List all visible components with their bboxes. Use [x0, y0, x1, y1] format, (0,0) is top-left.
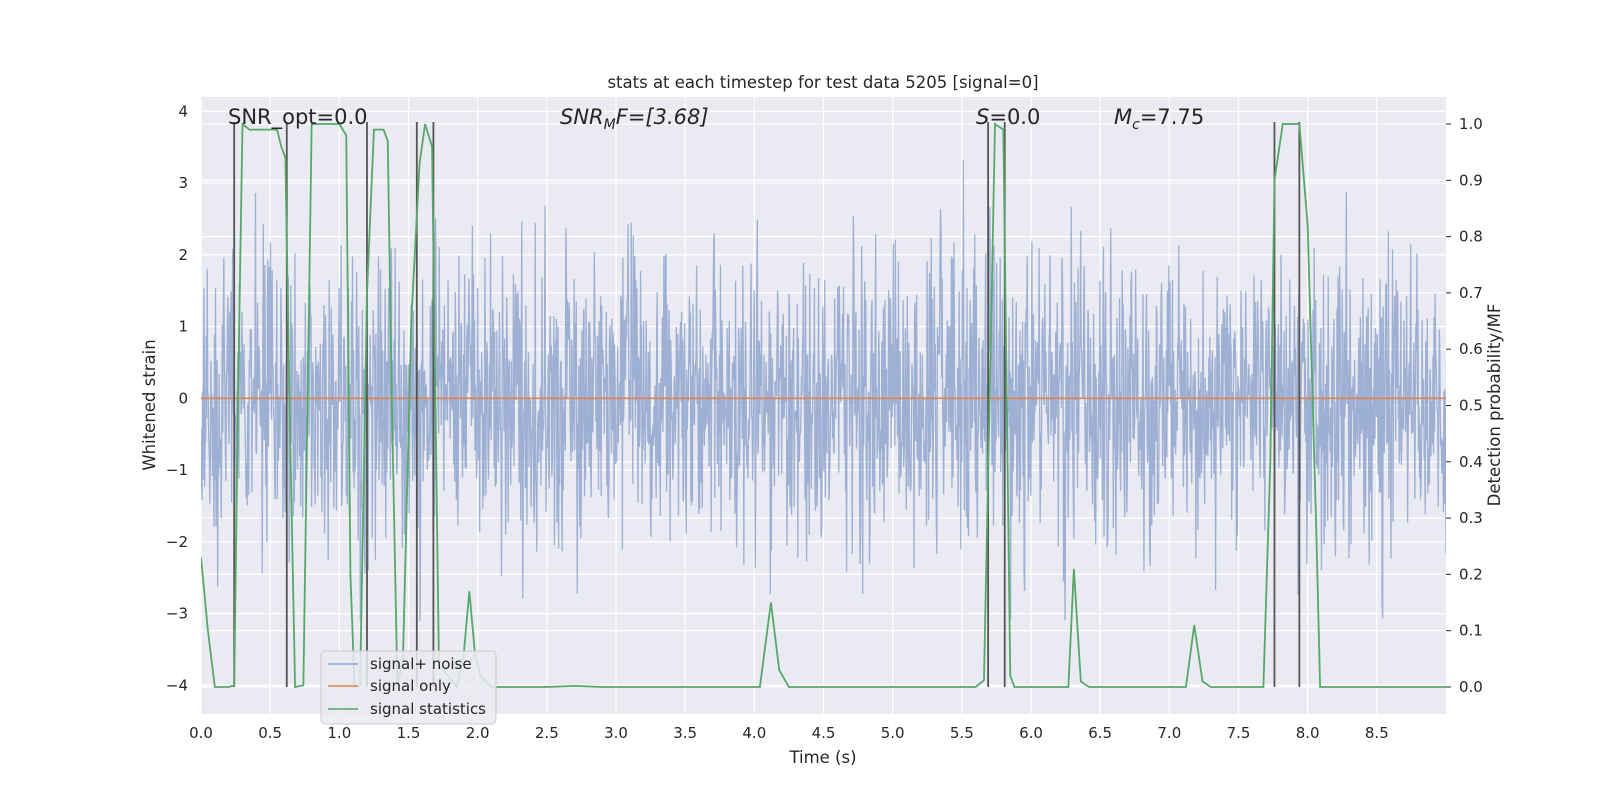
y-tick-label-left: 2 [178, 246, 188, 264]
x-tick-label: 6.5 [1088, 724, 1112, 742]
y-tick-label-right: 0.9 [1459, 171, 1483, 189]
x-tick-label: 7.0 [1157, 724, 1181, 742]
y-tick-label-left: −1 [166, 461, 188, 479]
series-signal-noise [201, 160, 1446, 621]
y-tick-label-right: 0.4 [1459, 453, 1483, 471]
annotation-s: S=0.0 [976, 105, 1040, 129]
y-tick-label-right: 1.0 [1459, 115, 1483, 133]
legend-label-signal-statistics: signal statistics [370, 700, 486, 718]
annotation-snr-opt: SNR_opt=0.0 [228, 105, 368, 130]
y-tick-label-right: 0.7 [1459, 284, 1483, 302]
legend-label-signal-noise: signal+ noise [370, 655, 472, 673]
x-tick-label: 4.5 [812, 724, 836, 742]
x-axis-label: Time (s) [788, 748, 856, 767]
y-tick-label-right: 0.6 [1459, 340, 1483, 358]
x-tick-label: 0.0 [189, 724, 213, 742]
y-tick-label-right: 0.0 [1459, 678, 1483, 696]
y-tick-label-right: 0.8 [1459, 228, 1483, 246]
x-tick-label: 1.0 [327, 724, 351, 742]
legend: signal+ noise signal only signal statist… [320, 650, 497, 725]
y-tick-label-right: 0.1 [1459, 622, 1483, 640]
x-tick-label: 6.0 [1019, 724, 1043, 742]
x-tick-label: 7.5 [1227, 724, 1251, 742]
event-markers [233, 122, 1301, 687]
chart-title: stats at each timestep for test data 520… [607, 73, 1038, 92]
y-tick-label-left: −4 [166, 676, 188, 694]
y-tick-label-right: 0.2 [1459, 565, 1483, 583]
x-tick-label: 5.5 [950, 724, 974, 742]
y-tick-label-right: 0.3 [1459, 509, 1483, 527]
x-tick-label: 5.0 [881, 724, 905, 742]
y-axis-label-left: Whitened strain [140, 339, 159, 470]
x-tick-label: 2.0 [466, 724, 490, 742]
x-tick-label: 8.0 [1296, 724, 1320, 742]
y-tick-label-left: 0 [178, 389, 188, 407]
legend-box [320, 650, 497, 725]
y-tick-label-left: 4 [178, 102, 188, 120]
y-axis-label-right: Detection probability/MF [1485, 304, 1504, 507]
y-tick-label-left: −2 [166, 533, 188, 551]
y-tick-label-right: 0.5 [1459, 397, 1483, 415]
annotation-mc: Mc=7.75 [1114, 105, 1204, 133]
legend-label-signal-only: signal only [370, 677, 451, 695]
x-tick-label: 8.5 [1365, 724, 1389, 742]
y-axis-ticks-right: 0.0 0.1 0.2 0.3 0.4 0.5 0.6 0.7 0.8 0.9 1.0 [1446, 115, 1483, 696]
series-signal-statistics [201, 122, 1446, 690]
y-tick-label-left: 3 [178, 174, 188, 192]
x-tick-label: 2.5 [535, 724, 559, 742]
y-tick-label-left: 1 [178, 318, 188, 336]
x-tick-label: 3.5 [673, 724, 697, 742]
y-axis-ticks-left: −4 −3 −2 −1 0 1 2 3 4 [166, 102, 188, 694]
x-tick-label: 0.5 [258, 724, 282, 742]
x-tick-label: 4.0 [742, 724, 766, 742]
annotation-snr-mf: SNRMF=[3.68] [560, 105, 709, 133]
x-tick-label: 1.5 [397, 724, 421, 742]
x-tick-label: 3.0 [604, 724, 628, 742]
x-axis-ticks: 0.0 0.5 1.0 1.5 2.0 2.5 3.0 3.5 4.0 4.5 5.0 5.5 6.0 6… [189, 724, 1389, 742]
y-tick-label-left: −3 [166, 605, 188, 623]
